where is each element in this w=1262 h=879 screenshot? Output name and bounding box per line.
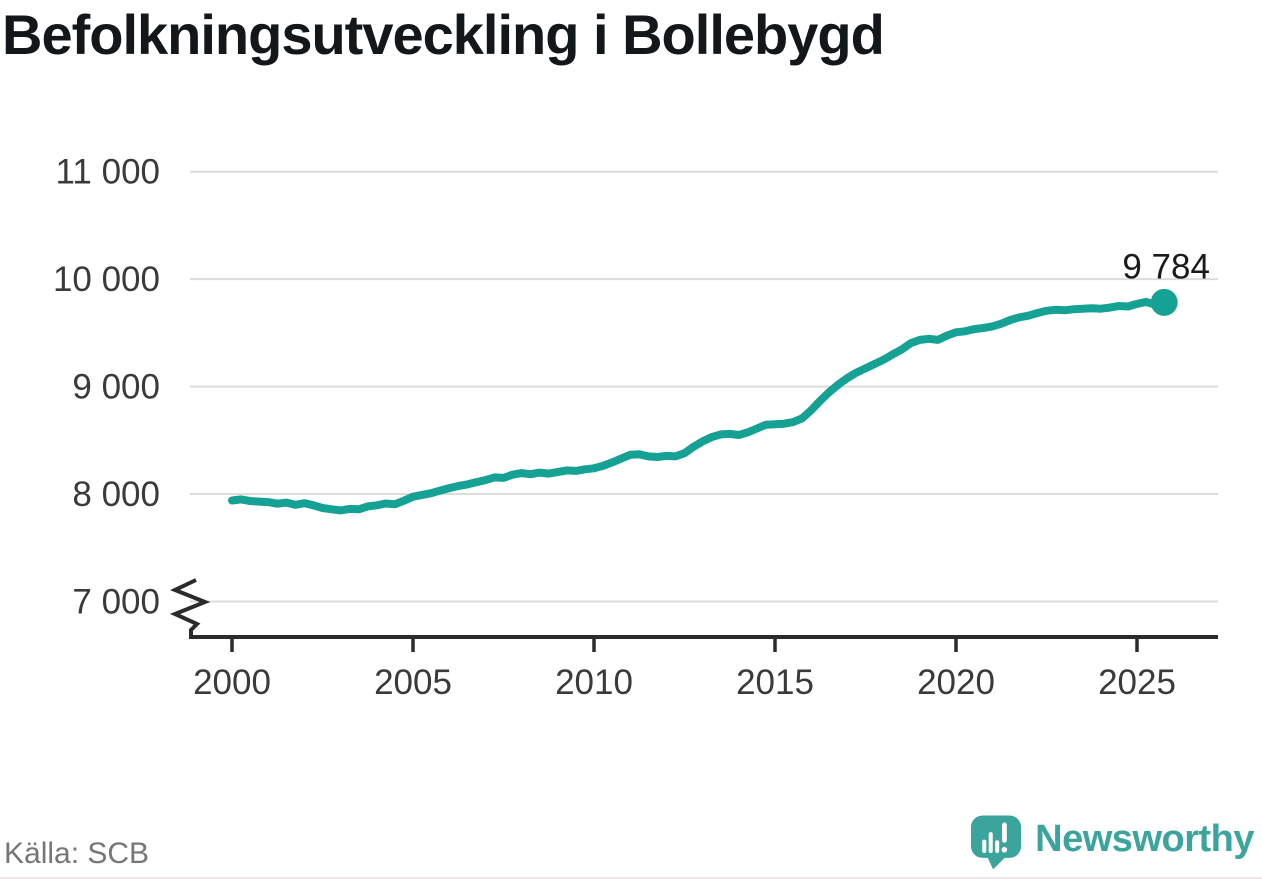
y-tick-label: 9 000 xyxy=(72,368,160,407)
axis-break-zigzag xyxy=(169,578,211,637)
newsworthy-brand: Newsworthy xyxy=(970,812,1254,871)
y-tick-label: 10 000 xyxy=(53,260,160,299)
x-tick-label: 2020 xyxy=(917,663,995,702)
x-tick-label: 2025 xyxy=(1098,663,1176,702)
y-tick-label: 8 000 xyxy=(72,475,160,514)
newsworthy-logo-icon xyxy=(971,815,1022,870)
y-tick-label: 7 000 xyxy=(72,583,160,622)
bottom-border xyxy=(0,877,1262,879)
population-line xyxy=(228,297,1169,515)
x-tick-label: 2000 xyxy=(193,663,271,702)
end-point-marker xyxy=(1150,288,1178,316)
y-tick-label: 11 000 xyxy=(56,153,160,192)
end-value-label: 9 784 xyxy=(1122,247,1210,286)
x-tick-label: 2010 xyxy=(555,663,633,702)
source-label: Källa: SCB xyxy=(4,837,150,870)
x-tick-label: 2015 xyxy=(736,663,814,702)
x-tick-label: 2005 xyxy=(374,663,452,702)
newsworthy-wordmark: Newsworthy xyxy=(1035,817,1254,860)
page-title: Befolkningsutveckling i Bollebygd xyxy=(2,3,885,66)
